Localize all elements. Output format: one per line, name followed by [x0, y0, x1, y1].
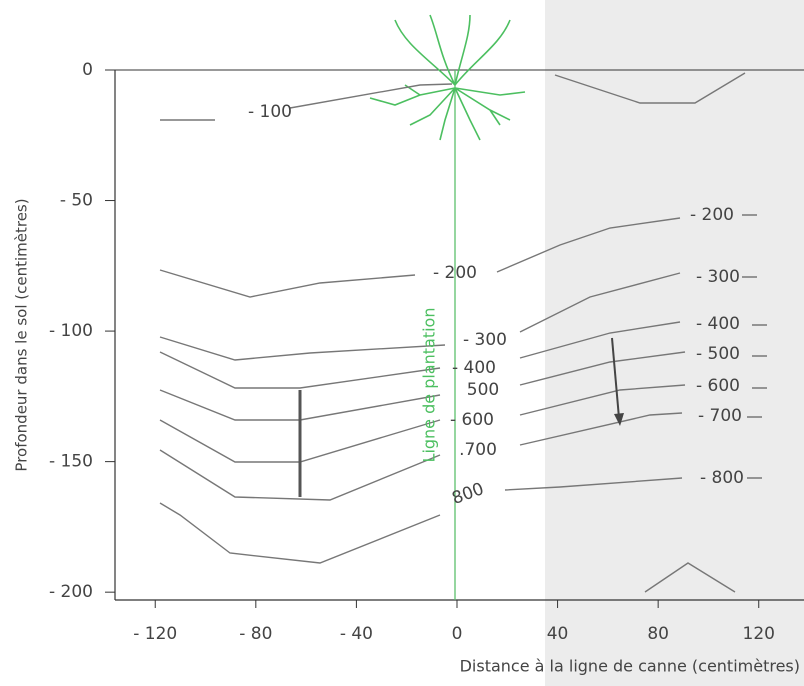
x-tick-label: - 40 [340, 624, 373, 644]
contour-line [519, 272, 681, 333]
arrow-head [614, 413, 624, 426]
contour-line [644, 562, 736, 593]
contour-line [519, 412, 683, 446]
contour-line [159, 269, 416, 298]
contour-label: - 500 [696, 344, 740, 364]
contour-line [519, 321, 681, 359]
contour-line [496, 217, 681, 273]
contour-line [519, 351, 686, 386]
x-tick-label: 80 [647, 624, 669, 644]
contour-label: - 600 [450, 410, 494, 430]
arrow [611, 337, 620, 419]
y-tick-label: - 50 [60, 191, 93, 211]
contour-line [554, 72, 746, 104]
planting-line-label: Ligne de plantation [420, 308, 439, 463]
y-tick-label: - 150 [49, 452, 93, 472]
contour-line [159, 351, 441, 389]
contour-label: - 300 [463, 330, 507, 350]
x-tick-label: 40 [547, 624, 569, 644]
y-tick-label: - 100 [49, 321, 93, 341]
contour-label: - 200 [433, 263, 477, 283]
contour-line [159, 449, 441, 501]
x-axis-label: Distance à la ligne de canne (centimètre… [460, 657, 800, 676]
x-tick-label: - 80 [239, 624, 272, 644]
y-axis-label: Profondeur dans le sol (centimètres) [13, 198, 31, 471]
y-tick-label: 0 [82, 60, 93, 80]
x-tick-label: 120 [743, 624, 775, 644]
contour-label: - 300 [696, 267, 740, 287]
label-leaders [742, 214, 767, 479]
contour-line [159, 389, 441, 421]
contour-line [289, 83, 453, 109]
contour-line [519, 384, 686, 416]
contours [159, 72, 767, 593]
contour-label: - 400 [452, 358, 496, 378]
contour-line [159, 502, 441, 564]
contour-label: - 700 [698, 406, 742, 426]
contour-label: .700 [459, 440, 497, 460]
x-tick-label: - 120 [133, 624, 177, 644]
contour-label: - 800 [700, 468, 744, 488]
contour-label: - 400 [696, 314, 740, 334]
contour-line [159, 419, 441, 463]
y-tick-label: - 200 [49, 582, 93, 602]
contour-label: - 100 [248, 102, 292, 122]
contour-line [159, 336, 446, 361]
plant [369, 14, 526, 141]
contour-line [504, 477, 683, 491]
contour-label: - 600 [696, 376, 740, 396]
x-tick-label: 0 [452, 624, 463, 644]
contour-label: 500 [467, 380, 499, 400]
contour-label: - 200 [690, 205, 734, 225]
